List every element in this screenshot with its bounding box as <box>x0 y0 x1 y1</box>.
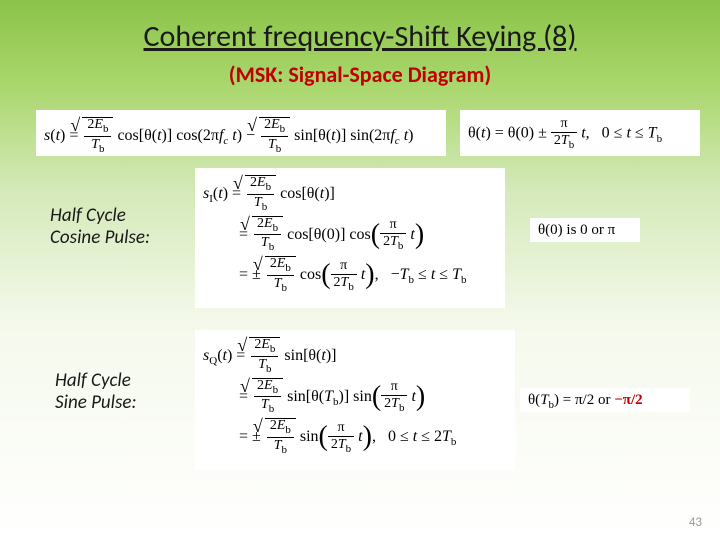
eq-top-right: θ(t) = θ(0) ± π2Tb t, 0 ≤ t ≤ Tb <box>460 110 700 156</box>
sq-note-neg: −π/2 <box>614 392 642 408</box>
page-number: 43 <box>689 515 702 530</box>
label-cosine: Half Cycle Cosine Pulse: <box>50 205 150 249</box>
sq-note-or: or <box>598 392 611 408</box>
eq-sq-note: θ(Tb) = π/2 or −π/2 <box>520 388 690 412</box>
eq-si-note: θ(0) is 0 or π <box>530 218 640 242</box>
label-cosine-l1: Half Cycle <box>50 204 126 227</box>
eq-top-left: s(t) = √2EbTb cos[θ(t)] cos(2πfc t) − √2… <box>36 110 446 156</box>
label-sine: Half Cycle Sine Pulse: <box>55 370 137 414</box>
page-title: Coherent frequency-Shift Keying (8) <box>0 0 720 55</box>
label-sine-l2: Sine Pulse: <box>55 391 137 414</box>
label-sine-l1: Half Cycle <box>55 369 131 392</box>
page-subtitle: (MSK: Signal-Space Diagram) <box>0 61 720 88</box>
eq-sq: sQ(t) = √2EbTb sin[θ(t)] = √2EbTb sin[θ(… <box>195 330 515 470</box>
label-cosine-l2: Cosine Pulse: <box>50 226 150 249</box>
eq-si: sI(t) = √2EbTb cos[θ(t)] = √2EbTb cos[θ(… <box>195 168 505 308</box>
